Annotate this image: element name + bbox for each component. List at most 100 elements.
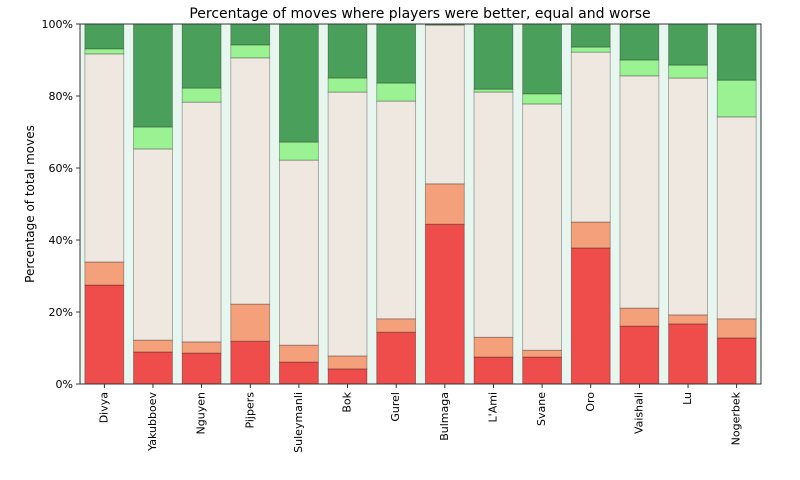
x-axis: Divya Yakubboev Nguyen Pijpers Suleymanli Bok… [97, 384, 743, 453]
bar-segment-worse [230, 303, 271, 342]
bar-segment-equal [424, 24, 465, 185]
bar-stack [279, 23, 319, 385]
bar-segment-worse [424, 183, 465, 225]
bar-segment-better [230, 44, 271, 59]
bar-segment-worse [181, 341, 222, 354]
bar-segment-worse [570, 221, 611, 249]
bar-segment-equal [716, 116, 757, 320]
bar-segment-much-better [376, 23, 417, 84]
bar-segment-worse [376, 318, 417, 333]
x-tick-label: Bok [341, 391, 354, 412]
bar-segment-much-worse [133, 351, 173, 385]
bar-segment-equal [327, 91, 368, 357]
y-axis: 0% 20% 40% 60% 80% 100% [42, 18, 80, 391]
bar-segment-much-better [133, 23, 173, 128]
bar-segment-better [522, 93, 562, 105]
x-tick-label: Vaishali [632, 392, 645, 434]
bar-stack [570, 23, 611, 385]
x-tick-label: Oro [584, 392, 597, 412]
bar-segment-worse [327, 355, 368, 370]
bar-segment-better [84, 48, 125, 55]
bar-segment-much-better [279, 23, 319, 143]
x-tick-label: Nguyen [195, 392, 208, 434]
bar-segment-worse [473, 336, 514, 358]
bar-stack [668, 23, 708, 385]
bar-segment-much-better [84, 23, 125, 50]
bar-stack [716, 23, 757, 385]
y-tick-label: 100% [42, 18, 73, 31]
bar-segment-worse [84, 261, 125, 286]
plot-frame [79, 23, 762, 385]
bar-stack [424, 23, 465, 385]
bar-segment-equal [230, 57, 271, 305]
bar-segment-much-better [716, 23, 757, 81]
bar-stack [327, 23, 368, 385]
bar-segment-worse [668, 314, 708, 325]
bar-segment-much-worse [473, 356, 514, 385]
bar-segment-much-worse [570, 247, 611, 385]
bar-segment-better [327, 77, 368, 93]
x-tick-label: Divya [97, 392, 110, 423]
bar-segment-much-better [327, 23, 368, 79]
y-tick-label: 40% [49, 234, 73, 247]
bar-segment-better [473, 88, 514, 93]
bar-segment-much-better [473, 23, 514, 90]
y-axis-label: Percentage of total moves [23, 125, 37, 283]
bar-segment-much-worse [84, 284, 125, 385]
bar-segment-much-worse [230, 340, 271, 385]
bar-segment-equal [279, 159, 319, 346]
x-tick-label: Gurel [389, 392, 402, 422]
bar-segment-much-worse [522, 356, 562, 385]
bar-segment-equal [473, 91, 514, 338]
bar-stack [84, 23, 125, 385]
bar-segment-better [181, 87, 222, 103]
y-tick-label: 80% [49, 90, 73, 103]
bar-segment-worse [133, 339, 173, 353]
bar-segment-much-better [230, 23, 271, 46]
bar-segment-equal [84, 53, 125, 263]
bar-segment-equal [522, 103, 562, 351]
bar-segment-better [133, 126, 173, 150]
bar-segment-much-better [668, 23, 708, 66]
bar-segment-equal [376, 100, 417, 320]
bar-segment-better [376, 82, 417, 102]
bar-stack [230, 23, 271, 385]
bar-segment-equal [133, 148, 173, 341]
x-tick-label: Nogerbek [730, 391, 743, 445]
bar-stack [376, 23, 417, 385]
bar-segment-much-worse [181, 352, 222, 385]
bar-segment-much-worse [376, 331, 417, 385]
y-tick-label: 60% [49, 162, 73, 175]
y-tick-label: 20% [49, 306, 73, 319]
y-tick-label: 0% [56, 378, 73, 391]
bar-segment-much-worse [327, 368, 368, 385]
x-tick-label: Yakubboev [146, 392, 159, 452]
bar-segment-worse [522, 349, 562, 358]
bar-segment-much-worse [424, 223, 465, 385]
bar-stack [619, 23, 660, 385]
bar-segment-better [668, 64, 708, 79]
bar-segment-much-better [181, 23, 222, 89]
bar-stack [133, 23, 173, 385]
bar-segment-much-worse [716, 337, 757, 385]
bar-segment-much-better [619, 23, 660, 61]
bar-segment-better [279, 141, 319, 161]
bar-segment-better [716, 79, 757, 118]
bar-segment-worse [279, 344, 319, 363]
bar-segment-equal [668, 77, 708, 316]
bar-segment-better [570, 46, 611, 53]
x-tick-label: L'Ami [486, 392, 499, 422]
bar-segment-much-worse [619, 325, 660, 385]
x-tick-label: Suleymanli [292, 392, 305, 453]
bar-segment-much-worse [668, 323, 708, 385]
x-tick-label: Lu [681, 392, 694, 405]
bar-stack [181, 23, 222, 385]
bar-segment-equal [570, 51, 611, 223]
bar-stack [473, 23, 514, 385]
bar-segment-much-better [522, 23, 562, 95]
bar-segment-equal [181, 101, 222, 343]
bar-segment-much-worse [279, 361, 319, 385]
x-tick-label: Svane [535, 392, 548, 426]
bar-segment-worse [716, 318, 757, 339]
